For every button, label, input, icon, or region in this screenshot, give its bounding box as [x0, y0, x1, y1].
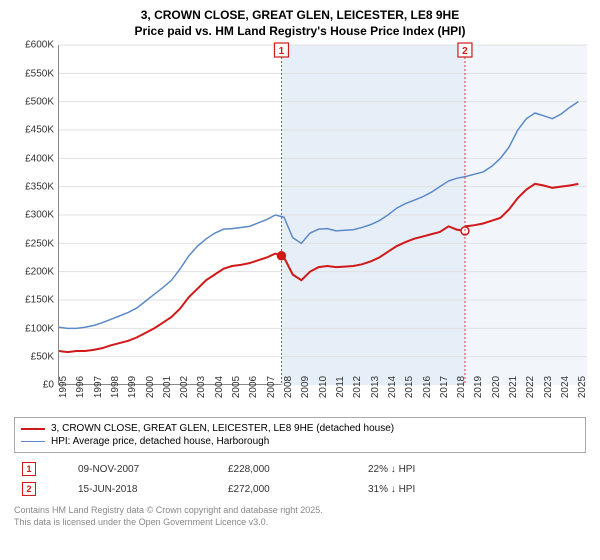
- x-tick-label: 2010: [318, 376, 329, 398]
- x-tick-label: 2003: [196, 376, 207, 398]
- transactions-table: 1 09-NOV-2007£228,00022% ↓ HPI 2 15-JUN-201…: [14, 459, 586, 499]
- footer-attribution: Contains HM Land Registry data © Crown c…: [14, 505, 586, 528]
- x-tick-label: 2021: [508, 376, 519, 398]
- y-tick-label: £400K: [25, 153, 54, 164]
- x-axis: 1995199619971998199920002001200220032004…: [58, 385, 586, 413]
- x-tick-label: 2015: [404, 376, 415, 398]
- x-tick-label: 1998: [110, 376, 121, 398]
- plot-region: 12: [58, 45, 586, 385]
- y-tick-label: £550K: [25, 68, 54, 79]
- y-tick-label: £0: [43, 380, 54, 391]
- x-tick-label: 2018: [456, 376, 467, 398]
- y-tick-label: £600K: [25, 40, 54, 51]
- x-tick-label: 2016: [422, 376, 433, 398]
- x-tick-label: 2007: [266, 376, 277, 398]
- footer-line-1: Contains HM Land Registry data © Crown c…: [14, 505, 586, 517]
- x-tick-label: 2009: [300, 376, 311, 398]
- x-tick-label: 2022: [525, 376, 536, 398]
- transaction-price: £272,000: [220, 479, 360, 499]
- x-tick-label: 2019: [473, 376, 484, 398]
- x-tick-label: 1996: [75, 376, 86, 398]
- transaction-change: 22% ↓ HPI: [360, 459, 586, 479]
- y-tick-label: £200K: [25, 266, 54, 277]
- x-tick-label: 1999: [127, 376, 138, 398]
- x-tick-label: 2023: [543, 376, 554, 398]
- chart-title-block: 3, CROWN CLOSE, GREAT GLEN, LEICESTER, L…: [14, 8, 586, 39]
- x-tick-label: 2025: [577, 376, 588, 398]
- x-tick-label: 2001: [162, 376, 173, 398]
- x-tick-label: 2004: [214, 376, 225, 398]
- transaction-price: £228,000: [220, 459, 360, 479]
- y-tick-label: £50K: [31, 351, 54, 362]
- y-tick-label: £450K: [25, 125, 54, 136]
- x-tick-label: 2008: [283, 376, 294, 398]
- title-line-1: 3, CROWN CLOSE, GREAT GLEN, LEICESTER, L…: [14, 8, 586, 24]
- legend-row: HPI: Average price, detached house, Harb…: [21, 435, 579, 448]
- plot-svg: 12: [59, 45, 587, 385]
- x-tick-label: 2024: [560, 376, 571, 398]
- legend-swatch: [21, 441, 45, 442]
- y-tick-label: £250K: [25, 238, 54, 249]
- y-axis: £0£50K£100K£150K£200K£250K£300K£350K£400…: [14, 45, 58, 385]
- x-tick-label: 2020: [491, 376, 502, 398]
- x-tick-label: 2013: [370, 376, 381, 398]
- legend-label: HPI: Average price, detached house, Harb…: [51, 436, 269, 447]
- y-tick-label: £300K: [25, 210, 54, 221]
- transaction-row: 1 09-NOV-2007£228,00022% ↓ HPI: [14, 459, 586, 479]
- footer-line-2: This data is licensed under the Open Gov…: [14, 517, 586, 529]
- y-tick-label: £500K: [25, 96, 54, 107]
- marker-number: 2: [462, 46, 468, 57]
- title-line-2: Price paid vs. HM Land Registry's House …: [14, 24, 586, 40]
- transaction-marker-box: 2: [22, 482, 36, 496]
- y-tick-label: £150K: [25, 295, 54, 306]
- transaction-date: 15-JUN-2018: [70, 479, 220, 499]
- legend-label: 3, CROWN CLOSE, GREAT GLEN, LEICESTER, L…: [51, 423, 394, 434]
- y-tick-label: £350K: [25, 181, 54, 192]
- x-tick-label: 2014: [387, 376, 398, 398]
- marker-number: 1: [279, 46, 285, 57]
- x-tick-label: 1997: [93, 376, 104, 398]
- transaction-change: 31% ↓ HPI: [360, 479, 586, 499]
- transaction-date: 09-NOV-2007: [70, 459, 220, 479]
- transaction-row: 2 15-JUN-2018£272,00031% ↓ HPI: [14, 479, 586, 499]
- x-tick-label: 2000: [145, 376, 156, 398]
- x-tick-label: 2005: [231, 376, 242, 398]
- legend-box: 3, CROWN CLOSE, GREAT GLEN, LEICESTER, L…: [14, 417, 586, 453]
- legend-swatch: [21, 428, 45, 430]
- x-tick-label: 2011: [335, 376, 346, 398]
- x-tick-label: 2017: [439, 376, 450, 398]
- legend-row: 3, CROWN CLOSE, GREAT GLEN, LEICESTER, L…: [21, 422, 579, 435]
- x-tick-label: 2002: [179, 376, 190, 398]
- transaction-marker-box: 1: [22, 462, 36, 476]
- x-tick-label: 2012: [352, 376, 363, 398]
- chart-area: £0 £50K £100K £150K £200K £250K £300K £350K £400…: [14, 45, 586, 413]
- y-tick-label: £100K: [25, 323, 54, 334]
- x-tick-label: 2006: [248, 376, 259, 398]
- x-tick-label: 1995: [58, 376, 69, 398]
